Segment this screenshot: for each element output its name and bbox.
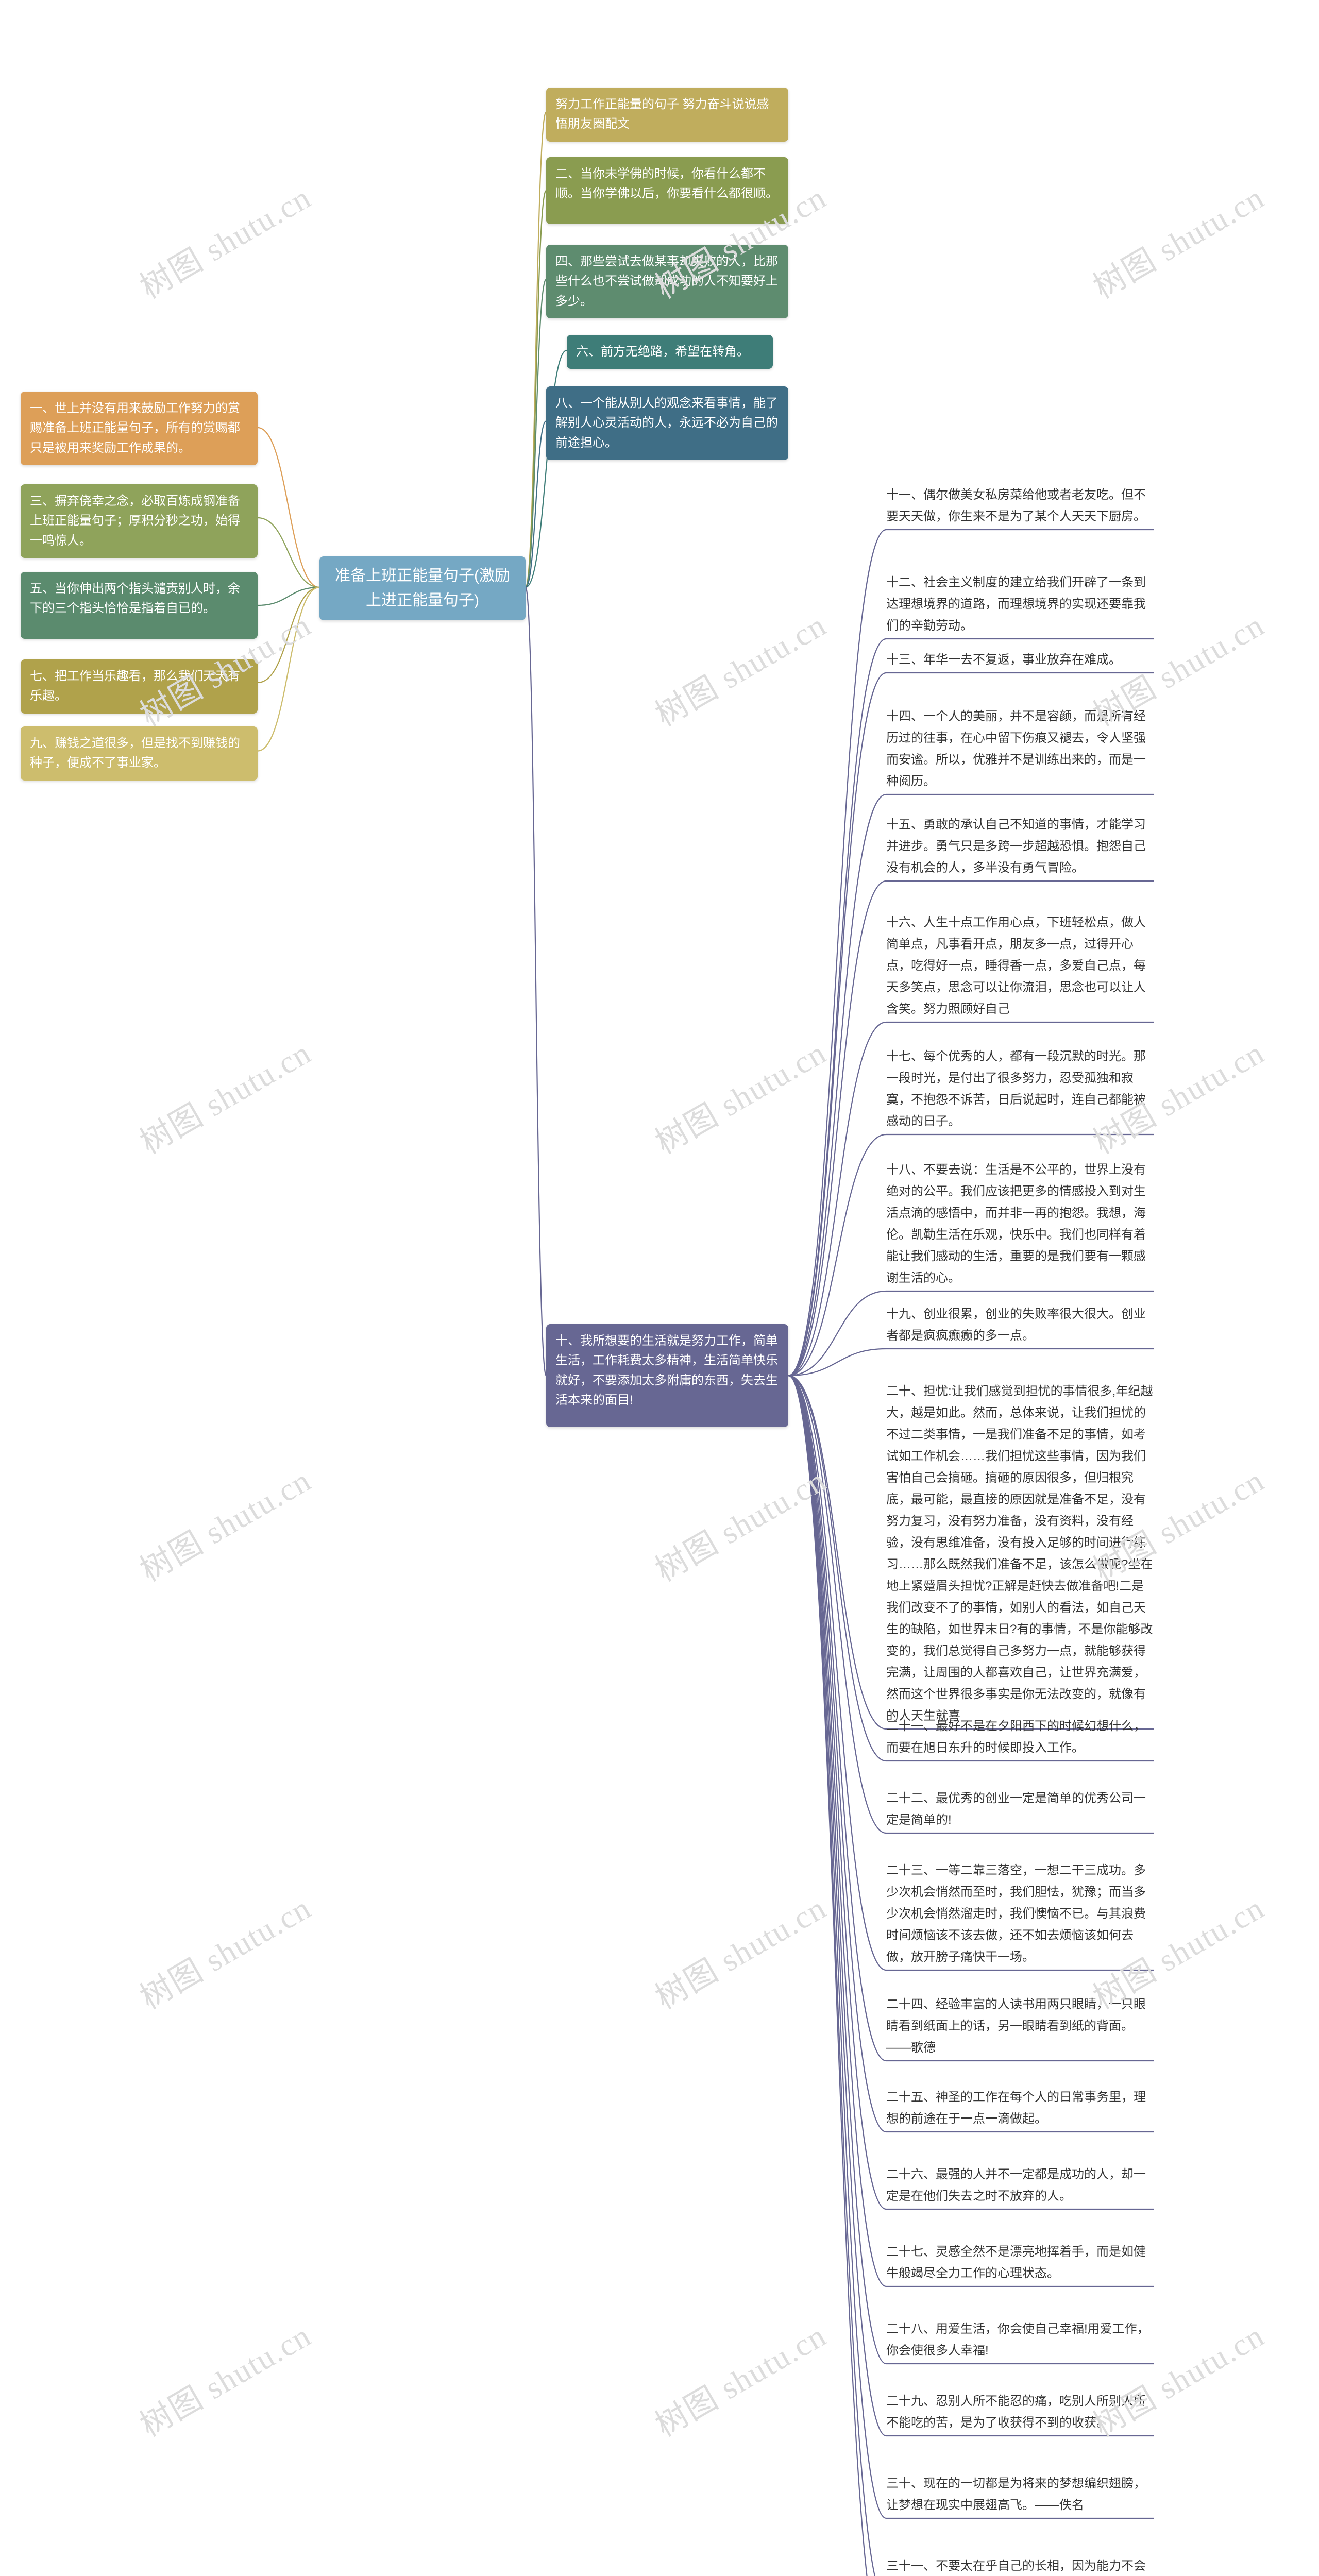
node-L3: 三、摒弃侥幸之念，必取百炼成钢准备上班正能量句子；厚积分秒之功，始得一鸣惊人。 xyxy=(21,484,258,558)
node-L7: 七、把工作当乐趣看，那么我们天天有乐趣。 xyxy=(21,659,258,714)
watermark: 树图 shutu.cn xyxy=(130,1455,318,1590)
leaf-14: 十四、一个人的美丽，并不是容颜，而是所有经历过的往事，在心中留下伤痕又褪去，令人… xyxy=(886,706,1154,792)
leaf-18: 十八、不要去说：生活是不公平的，世界上没有绝对的公平。我们应该把更多的情感投入到… xyxy=(886,1159,1154,1289)
center-node: 准备上班正能量句子(激励上进正能量句子) xyxy=(319,556,526,620)
watermark: 树图 shutu.cn xyxy=(130,2310,318,2446)
leaf-21: 二十一、最好不是在夕阳西下的时候幻想什么，而要在旭日东升的时候即投入工作。 xyxy=(886,1716,1154,1759)
watermark: 树图 shutu.cn xyxy=(645,1455,833,1590)
watermark: 树图 shutu.cn xyxy=(130,1027,318,1163)
leaf-29: 二十九、忍别人所不能忍的痛，吃别人所别人所不能吃的苦，是为了收获得不到的收获。 xyxy=(886,2391,1154,2434)
leaf-13: 十三、年华一去不复返，事业放弃在难成。 xyxy=(886,649,1154,671)
watermark: 树图 shutu.cn xyxy=(130,1883,318,2018)
node-R2: 二、当你未学佛的时候，你看什么都不顺。当你学佛以后，你要看什么都很顺。 xyxy=(546,157,788,224)
leaf-15: 十五、勇敢的承认自己不知道的事情，才能学习并进步。勇气只是多跨一步超越恐惧。抱怨… xyxy=(886,814,1154,879)
leaf-19: 十九、创业很累，创业的失败率很大很大。创业者都是疯疯癫癫的多一点。 xyxy=(886,1303,1154,1347)
leaf-20: 二十、担忧:让我们感觉到担忧的事情很多,年纪越大，越是如此。然而，总体来说，让我… xyxy=(886,1381,1154,1727)
node-R6: 六、前方无绝路，希望在转角。 xyxy=(567,335,773,369)
node-R8: 八、一个能从别人的观念来看事情，能了解别人心灵活动的人，永远不必为自己的前途担心… xyxy=(546,386,788,460)
watermark: 树图 shutu.cn xyxy=(645,2310,833,2446)
leaf-25: 二十五、神圣的工作在每个人的日常事务里，理想的前途在于一点一滴做起。 xyxy=(886,2087,1154,2130)
node-L1: 一、世上并没有用来鼓励工作努力的赏赐准备上班正能量句子，所有的赏赐都只是被用来奖… xyxy=(21,392,258,465)
leaf-24: 二十四、经验丰富的人读书用两只眼睛，一只眼睛看到纸面上的话，另一眼睛看到纸的背面… xyxy=(886,1994,1154,2059)
node-R4: 四、那些尝试去做某事却失败的人，比那些什么也不尝试做却成功的人不知要好上多少。 xyxy=(546,245,788,318)
node-R10: 十、我所想要的生活就是努力工作，简单生活，工作耗费太多精神，生活简单快乐就好，不… xyxy=(546,1324,788,1427)
leaf-22: 二十二、最优秀的创业一定是简单的优秀公司一定是简单的! xyxy=(886,1788,1154,1831)
node-L9: 九、赚钱之道很多，但是找不到赚钱的种子，便成不了事业家。 xyxy=(21,726,258,781)
leaf-12: 十二、社会主义制度的建立给我们开辟了一条到达理想境界的道路，而理想境界的实现还要… xyxy=(886,572,1154,637)
leaf-27: 二十七、灵感全然不是漂亮地挥着手，而是如健牛般竭尽全力工作的心理状态。 xyxy=(886,2241,1154,2284)
leaf-11: 十一、偶尔做美女私房菜给他或者老友吃。但不要天天做，你生来不是为了某个人天天下厨… xyxy=(886,484,1154,528)
leaf-26: 二十六、最强的人并不一定都是成功的人，却一定是在他们失去之时不放弃的人。 xyxy=(886,2164,1154,2207)
watermark: 树图 shutu.cn xyxy=(645,1883,833,2018)
leaf-31: 三十一、不要太在乎自己的长相，因为能力不会写在脸上。 xyxy=(886,2555,1154,2576)
watermark: 树图 shutu.cn xyxy=(645,1027,833,1163)
leaf-16: 十六、人生十点工作用心点，下班轻松点，做人简单点，凡事看开点，朋友多一点，过得开… xyxy=(886,912,1154,1020)
watermark: 树图 shutu.cn xyxy=(1083,172,1271,308)
watermark: 树图 shutu.cn xyxy=(130,172,318,308)
node-R0: 努力工作正能量的句子 努力奋斗说说感悟朋友圈配文 xyxy=(546,88,788,142)
leaf-28: 二十八、用爱生活，你会使自己幸福!用爱工作，你会使很多人幸福! xyxy=(886,2318,1154,2362)
leaf-17: 十七、每个优秀的人，都有一段沉默的时光。那一段时光，是付出了很多努力，忍受孤独和… xyxy=(886,1046,1154,1132)
leaf-23: 二十三、一等二靠三落空，一想二干三成功。多少次机会悄然而至时，我们胆怯，犹豫；而… xyxy=(886,1860,1154,1968)
leaf-30: 三十、现在的一切都是为将来的梦想编织翅膀，让梦想在现实中展翅高飞。——佚名 xyxy=(886,2473,1154,2516)
watermark: 树图 shutu.cn xyxy=(645,600,833,735)
node-L5: 五、当你伸出两个指头谴责别人时，余下的三个指头恰恰是指着自已的。 xyxy=(21,572,258,639)
